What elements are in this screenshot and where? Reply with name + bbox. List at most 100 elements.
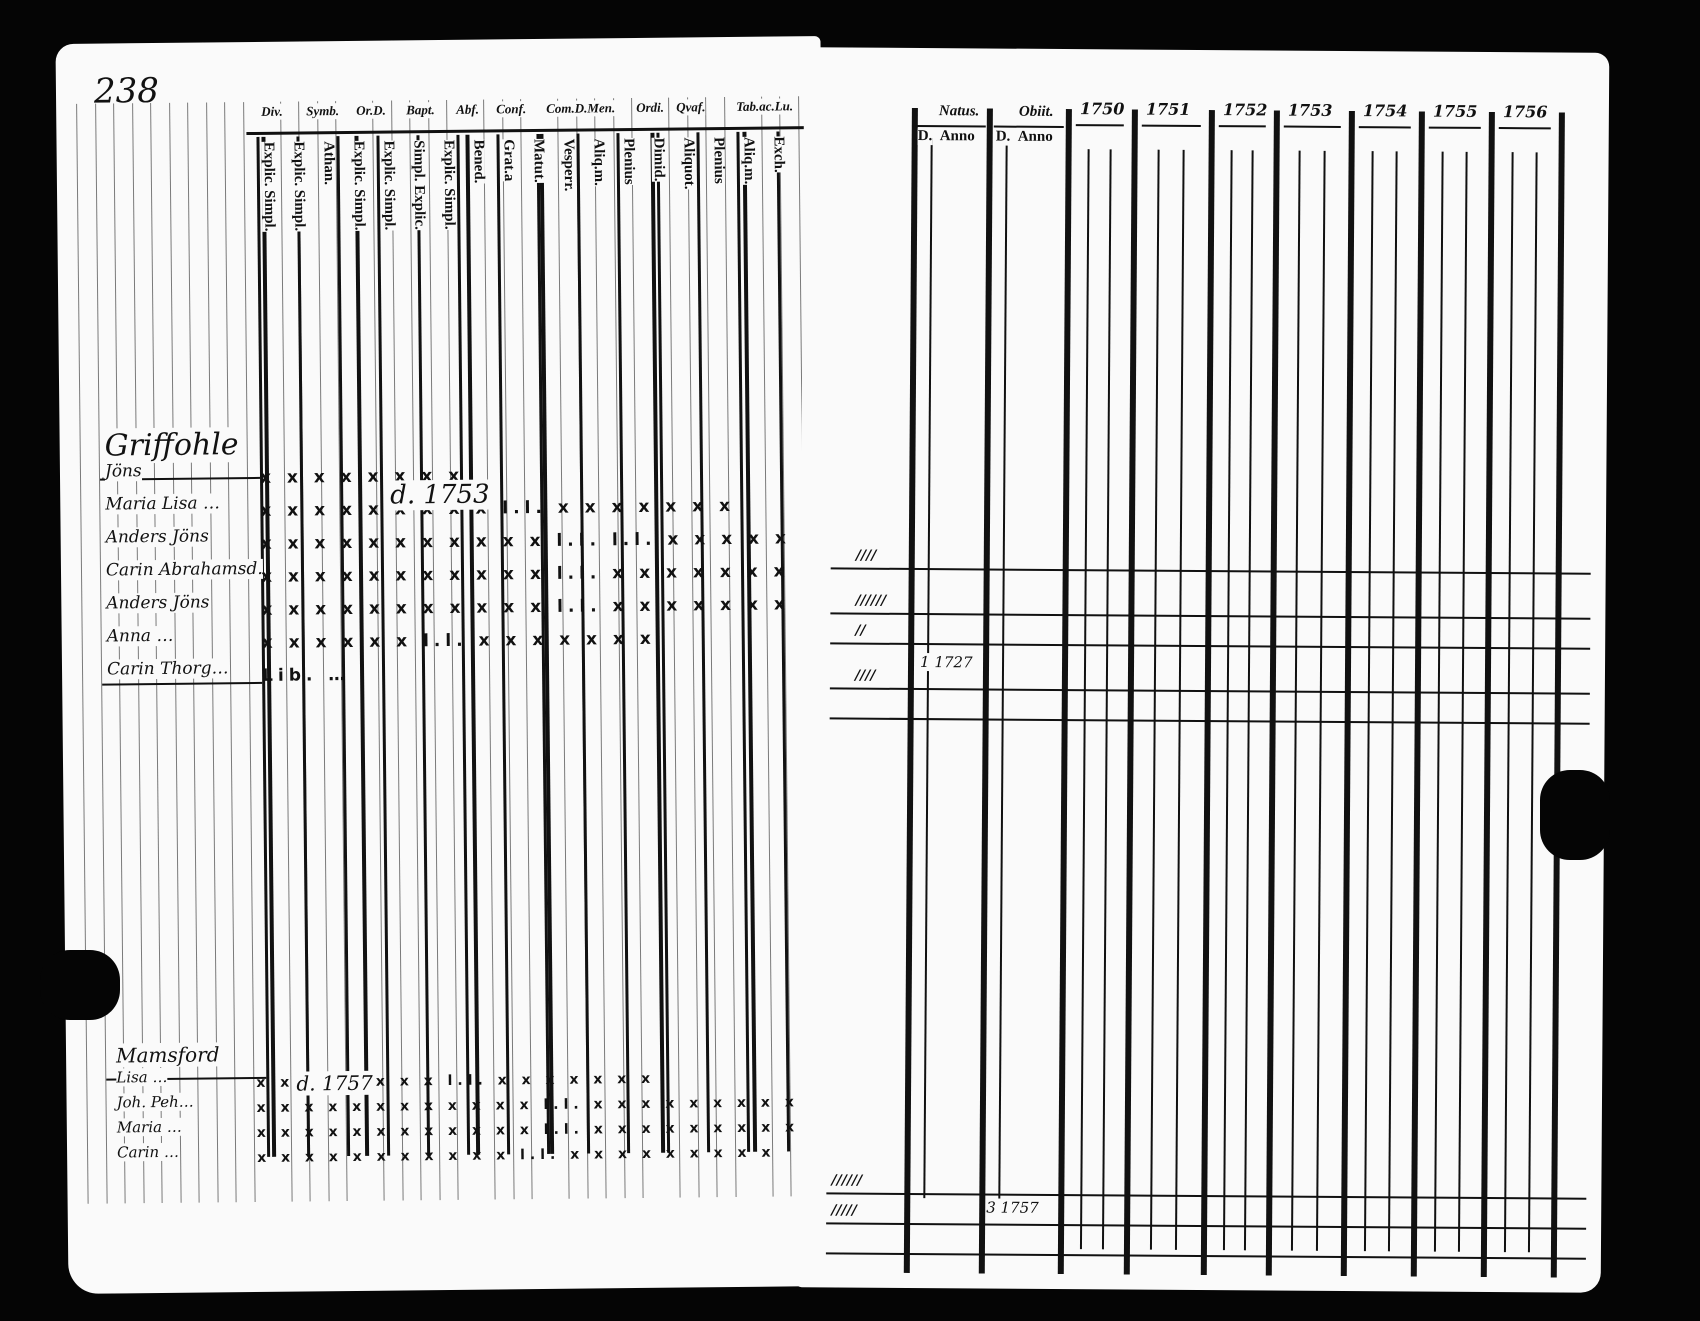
strike-line xyxy=(102,681,263,686)
birth-note: 1 1727 xyxy=(919,653,973,672)
entry-marks: x x x x x x x x x x x l.l. l.l. x x x x … xyxy=(260,527,845,554)
column-line xyxy=(1387,151,1398,1252)
sub-header: Explic. Simpl. xyxy=(380,140,398,231)
column-line xyxy=(1457,151,1468,1252)
year-rule xyxy=(1218,125,1266,128)
column-line xyxy=(696,132,711,1153)
entry-name: Mamsford xyxy=(115,1042,220,1068)
d-label: D. xyxy=(995,128,1011,146)
column-line xyxy=(1175,149,1185,1250)
sub-header: Matut. xyxy=(530,138,547,183)
scan-shadow xyxy=(1540,770,1610,860)
column-header: Conf. xyxy=(496,101,527,118)
column-line xyxy=(1290,150,1301,1251)
year-header: 1756 xyxy=(1502,102,1548,122)
column-line xyxy=(1550,112,1565,1278)
year-header: 1751 xyxy=(1145,99,1191,119)
entry-name: Anders Jöns xyxy=(106,592,210,614)
column-line xyxy=(668,97,681,1198)
sub-header: Athan. xyxy=(320,141,337,186)
year-rule xyxy=(1141,124,1201,127)
row-tally: ////// xyxy=(831,1172,863,1189)
column-line xyxy=(1315,150,1326,1251)
year-header: 1752 xyxy=(1222,100,1268,120)
column-line xyxy=(168,102,182,1203)
row-tally: //// xyxy=(855,547,877,564)
column-lines xyxy=(55,36,820,1204)
year-rule xyxy=(1283,125,1341,128)
entry-name: Carin Abrahamsd. xyxy=(105,558,263,581)
entry-marks: x x x x x x x x x l.l. x x x x x x x xyxy=(260,495,736,521)
column-lines xyxy=(804,47,1609,1278)
entry-marks: Lib. … xyxy=(261,664,351,686)
column-line xyxy=(978,108,993,1274)
entry-name: Anna … xyxy=(106,625,174,647)
page-number: 238 xyxy=(93,70,160,112)
year-rule xyxy=(1498,127,1551,130)
column-line xyxy=(1123,109,1138,1275)
sub-header: Explic. Simpl. xyxy=(440,139,458,230)
column-line xyxy=(224,102,237,1203)
column-line xyxy=(998,138,1008,1199)
year-rule xyxy=(1358,126,1411,129)
column-header: Tab.ac.Lu. xyxy=(736,98,794,115)
column-line xyxy=(131,103,145,1204)
sub-headers: Explic. Simpl. Explic. Simpl. Athan. Explic… xyxy=(55,36,820,231)
d-label: D. xyxy=(917,127,933,146)
entry-name: Anders Jöns xyxy=(105,526,209,548)
sub-header: Explic. Simpl. xyxy=(290,141,308,232)
row-tally: ////// xyxy=(855,592,887,609)
column-line xyxy=(1504,152,1514,1253)
natus-label: Natus. xyxy=(938,103,980,121)
column-line xyxy=(94,103,108,1204)
year-rule xyxy=(1075,124,1124,127)
year-header: 1755 xyxy=(1432,101,1478,121)
column-line xyxy=(760,96,774,1197)
column-line xyxy=(1340,111,1355,1277)
sub-header: Aliquot. xyxy=(680,137,698,190)
header-rule xyxy=(246,126,807,136)
column-line xyxy=(1244,150,1254,1251)
column-header: Div. xyxy=(261,103,283,120)
sub-header: Plenius xyxy=(710,137,727,184)
column-header: Com.D.Men. xyxy=(546,100,616,117)
column-line xyxy=(723,97,737,1197)
entry-name: Lisa … xyxy=(116,1067,168,1087)
column-line xyxy=(1057,109,1072,1275)
scan-shadow xyxy=(40,950,120,1020)
anno-label: Anno xyxy=(939,128,975,146)
sub-header: Aliq.m. xyxy=(740,136,757,185)
sub-header: Explic. Simpl. xyxy=(260,141,278,232)
entries: Griffohle Jöns x x x x x x x x Maria Lisa …… xyxy=(55,36,845,1166)
obiit-label: Obiit. xyxy=(1018,103,1054,121)
sub-header: Exch. xyxy=(770,136,787,173)
column-line xyxy=(1101,149,1112,1250)
entry-name: Griffohle xyxy=(104,427,239,464)
left-page: 238 Div. Symb. Or.D. Bapt. Abf. Conf. Com.D.Me… xyxy=(55,36,845,1294)
sub-header: Grat.a xyxy=(500,139,517,182)
row-tally: ///// xyxy=(831,1202,857,1219)
year-header: 1750 xyxy=(1079,99,1125,119)
column-line xyxy=(776,131,791,1152)
entry-marks: x x x x x x x x x x x x l.l. x x x x x x… xyxy=(256,1119,824,1141)
year-headers: 1750 1751 1752 1753 1754 1755 1756 xyxy=(804,47,1609,130)
annotation: d. 1753 xyxy=(390,479,490,511)
entry-name: Jöns xyxy=(104,461,142,482)
row-tally: //// xyxy=(854,667,876,684)
column-line xyxy=(76,103,89,1204)
entry-name: Maria … xyxy=(116,1117,182,1137)
column-line xyxy=(1480,111,1495,1277)
column-line xyxy=(1200,110,1215,1276)
column-line xyxy=(150,103,163,1203)
entry-rows: /////////////////////////// xyxy=(804,47,1609,1260)
annotation: d. 1757 xyxy=(296,1070,373,1096)
sub-header: Aliq.m. xyxy=(590,138,607,186)
column-header: Symb. xyxy=(306,103,340,120)
entry-name: Carin Thorg… xyxy=(106,658,229,680)
column-header: Qvaf. xyxy=(676,99,706,116)
anno-label: Anno xyxy=(1017,128,1053,146)
column-line xyxy=(242,102,256,1203)
year-rule xyxy=(1428,126,1481,129)
column-header: Or.D. xyxy=(356,102,386,119)
year-header: 1754 xyxy=(1362,101,1408,121)
